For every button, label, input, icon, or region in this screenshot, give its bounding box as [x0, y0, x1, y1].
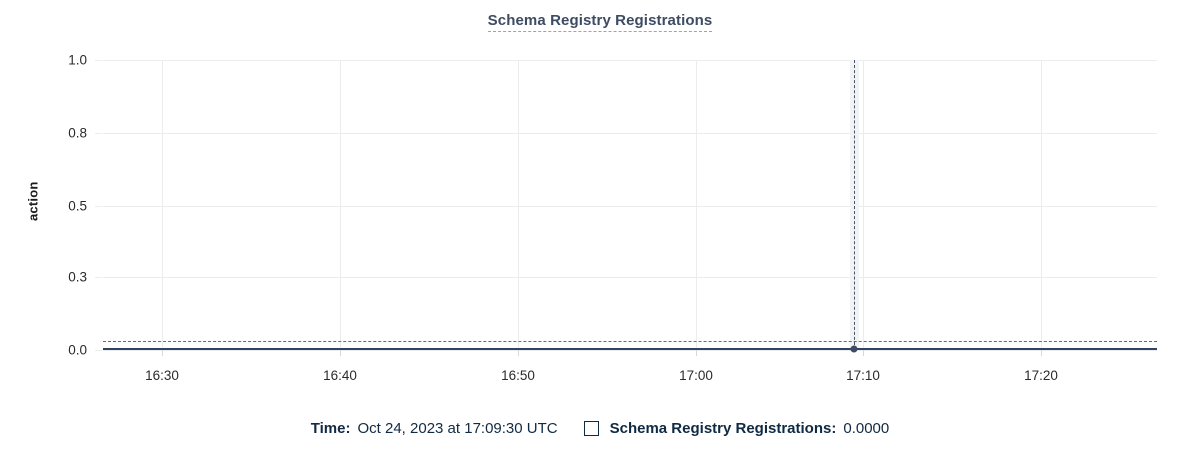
gridline-vertical-17-20	[1041, 60, 1042, 350]
y-tick-mark-0.8	[95, 133, 102, 134]
gridline-vertical-16-30	[162, 60, 163, 350]
tooltip-series-label: Schema Registry Registrations:	[609, 420, 837, 437]
gridline-vertical-16-40	[340, 60, 341, 350]
y-tick-mark-0.3	[95, 277, 102, 278]
gridline-horizontal-0.5	[103, 206, 1157, 207]
x-tick-mark-16-40	[340, 350, 341, 356]
x-tick-label-16-30: 16:30	[145, 368, 179, 383]
gridline-horizontal-1.0	[103, 60, 1157, 61]
gridline-horizontal-0.0	[103, 350, 1157, 351]
chart-title-text: Schema Registry Registrations	[487, 12, 713, 32]
x-tick-label-17-20: 17:20	[1024, 368, 1058, 383]
y-tick-mark-1.0	[95, 60, 102, 61]
x-tick-mark-17-20	[1041, 350, 1042, 356]
gridline-horizontal-0.3	[103, 277, 1157, 278]
y-tick-label-0.3: 0.3	[68, 269, 87, 285]
gridline-horizontal-0.8	[103, 133, 1157, 134]
gridline-vertical-17-00	[696, 60, 697, 350]
x-tick-mark-17-00	[696, 350, 697, 356]
x-tick-mark-17-10	[863, 350, 864, 356]
y-tick-label-0.0: 0.0	[68, 342, 87, 358]
tooltip-time-group: Time: Oct 24, 2023 at 17:09:30 UTC	[311, 420, 558, 437]
x-tick-label-17-00: 17:00	[679, 368, 713, 383]
x-tick-label-16-50: 16:50	[501, 368, 535, 383]
y-axis-title: action	[25, 181, 41, 221]
gridline-vertical-16-50	[518, 60, 519, 350]
tooltip-time-value: Oct 24, 2023 at 17:09:30 UTC	[357, 420, 558, 437]
tooltip-series-value: 0.0000	[843, 420, 890, 437]
series-dashed-line	[103, 341, 1157, 342]
x-tick-label-16-40: 16:40	[323, 368, 357, 383]
plot-area[interactable]	[103, 60, 1157, 353]
y-tick-mark-0.5	[95, 206, 102, 207]
tooltip-series-group[interactable]: Schema Registry Registrations: 0.0000	[583, 420, 890, 437]
y-tick-label-0.5: 0.5	[68, 198, 87, 214]
x-tick-mark-16-50	[518, 350, 519, 356]
series-line-schema-registry-registrations	[103, 348, 1157, 350]
y-tick-mark-0.0	[95, 350, 102, 351]
series-data-point[interactable]	[850, 345, 858, 353]
y-tick-label-0.8: 0.8	[68, 125, 87, 141]
x-tick-mark-16-30	[162, 350, 163, 356]
x-tick-label-17-10: 17:10	[846, 368, 880, 383]
tooltip-footer: Time: Oct 24, 2023 at 17:09:30 UTC Schem…	[0, 420, 1200, 437]
legend-swatch-icon[interactable]	[583, 421, 599, 436]
gridline-vertical-17-10	[863, 60, 864, 350]
crosshair-vertical-line	[854, 60, 855, 350]
tooltip-time-label: Time:	[310, 420, 351, 437]
y-tick-label-1.0: 1.0	[68, 52, 87, 68]
page-title: Schema Registry Registrations	[0, 12, 1200, 32]
